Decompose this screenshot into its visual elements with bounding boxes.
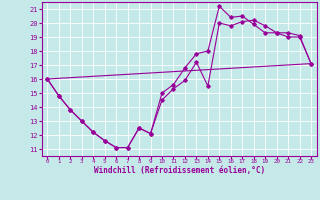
X-axis label: Windchill (Refroidissement éolien,°C): Windchill (Refroidissement éolien,°C)	[94, 166, 265, 175]
